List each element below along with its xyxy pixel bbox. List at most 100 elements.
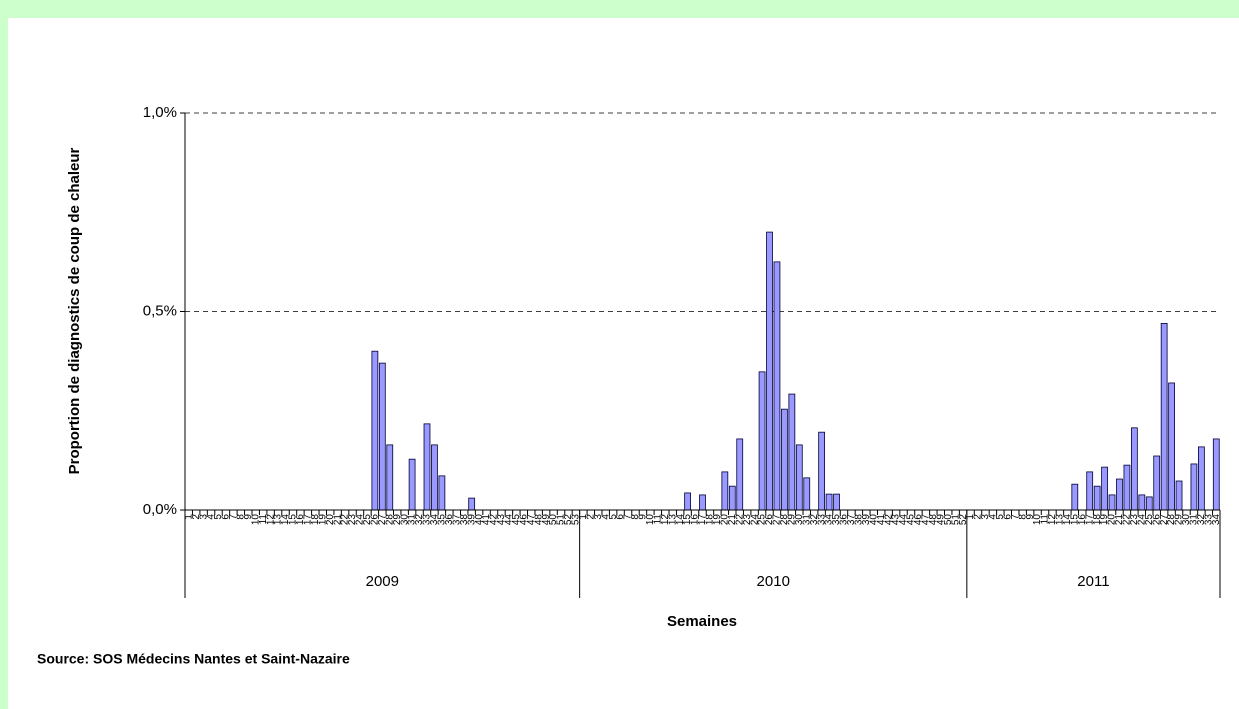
bar <box>408 458 416 511</box>
x-tick-label: 19 <box>712 514 723 526</box>
x-tick-label: 15 <box>1069 514 1080 526</box>
x-tick-label: 30 <box>399 514 410 526</box>
x-tick-label: 28 <box>779 514 790 526</box>
bar <box>825 493 833 511</box>
x-tick-label: 27 <box>1159 514 1170 526</box>
bar <box>773 261 781 511</box>
x-tick-label: 12 <box>265 514 276 526</box>
bar <box>795 444 803 511</box>
bar <box>438 475 446 511</box>
x-tick-label: 11 <box>1040 514 1051 525</box>
x-tick-label: 36 <box>444 514 455 526</box>
x-tick-label: 6 <box>615 514 626 520</box>
x-tick-label: 2 <box>191 514 202 520</box>
bar <box>1175 480 1183 511</box>
bar <box>1108 494 1116 511</box>
x-tick-label: 27 <box>377 514 388 526</box>
x-tick-label: 14 <box>280 514 291 526</box>
x-tick-label: 42 <box>883 514 894 526</box>
x-tick-label: 1 <box>578 514 589 520</box>
x-tick-label: 12 <box>660 514 671 526</box>
x-tick-label: 1 <box>183 514 194 520</box>
x-tick-label: 21 <box>1114 514 1125 526</box>
x-tick-label: 49 <box>541 514 552 526</box>
x-tick-label: 20 <box>719 514 730 526</box>
bar <box>781 408 788 511</box>
x-tick-label: 46 <box>518 514 529 526</box>
x-tick-label: 34 <box>429 514 440 526</box>
x-tick-label: 37 <box>451 514 462 526</box>
bar <box>431 444 438 511</box>
panel <box>8 18 1239 709</box>
x-tick-label: 53 <box>571 514 582 526</box>
x-tick-label: 38 <box>854 514 865 526</box>
x-tick-label: 26 <box>370 514 381 526</box>
x-tick-label: 48 <box>533 514 544 526</box>
x-tick-label: 7 <box>1010 514 1021 520</box>
bar <box>684 492 691 511</box>
x-tick-label: 51 <box>950 514 961 526</box>
x-tick-label: 15 <box>682 514 693 526</box>
x-tick-label: 42 <box>489 514 500 526</box>
bar <box>1198 446 1205 511</box>
x-tick-label: 41 <box>481 514 492 526</box>
bar <box>1093 485 1101 511</box>
x-tick-label: 27 <box>772 514 783 526</box>
x-tick-label: 13 <box>1055 514 1066 526</box>
group-label: 2009 <box>366 573 399 590</box>
x-tick-label: 30 <box>794 514 805 526</box>
x-tick-label: 47 <box>526 514 537 526</box>
x-tick-label: 36 <box>839 514 850 526</box>
x-tick-label: 37 <box>846 514 857 526</box>
x-tick-label: 18 <box>310 514 321 526</box>
x-tick-label: 32 <box>414 514 425 526</box>
x-tick-label: 50 <box>943 514 954 526</box>
y-tick-label: 0,5% <box>143 302 177 319</box>
x-tick-label: 22 <box>340 514 351 526</box>
x-tick-label: 7 <box>228 514 239 520</box>
x-tick-label: 17 <box>697 514 708 526</box>
x-tick-label: 9 <box>1025 514 1036 520</box>
x-tick-label: 9 <box>243 514 254 520</box>
bar <box>728 485 736 511</box>
x-tick-label: 3 <box>593 514 604 520</box>
x-tick-label: 50 <box>548 514 559 526</box>
bar <box>1168 382 1175 511</box>
x-tick-label: 12 <box>1047 514 1058 526</box>
x-tick-label: 39 <box>861 514 872 526</box>
bar <box>788 393 796 511</box>
x-tick-label: 25 <box>1144 514 1155 526</box>
x-tick-label: 10 <box>645 514 656 526</box>
x-tick-label: 31 <box>1189 514 1200 526</box>
x-tick-label: 46 <box>913 514 924 526</box>
x-tick-label: 26 <box>764 514 775 526</box>
bar <box>818 431 826 511</box>
bar <box>721 471 729 511</box>
x-tick-label: 2 <box>973 514 984 520</box>
bar <box>736 438 744 511</box>
x-tick-label: 23 <box>742 514 753 526</box>
x-tick-label: 24 <box>355 514 366 526</box>
x-tick-label: 13 <box>273 514 284 526</box>
x-tick-label: 43 <box>891 514 902 526</box>
bar <box>1101 466 1108 511</box>
bar <box>1145 496 1153 511</box>
x-tick-label: 15 <box>288 514 299 526</box>
x-tick-label: 4 <box>600 514 611 520</box>
bar <box>699 494 706 511</box>
x-tick-label: 25 <box>757 514 768 526</box>
x-tick-label: 40 <box>868 514 879 526</box>
x-tick-label: 21 <box>332 514 343 526</box>
x-tick-label: 18 <box>705 514 716 526</box>
x-tick-label: 23 <box>1129 514 1140 526</box>
x-tick-label: 18 <box>1092 514 1103 526</box>
x-tick-label: 40 <box>474 514 485 526</box>
x-tick-label: 47 <box>921 514 932 526</box>
x-tick-label: 34 <box>824 514 835 526</box>
x-tick-label: 20 <box>325 514 336 526</box>
x-tick-label: 5 <box>608 514 619 520</box>
x-tick-label: 10 <box>1032 514 1043 526</box>
x-tick-label: 2 <box>585 514 596 520</box>
